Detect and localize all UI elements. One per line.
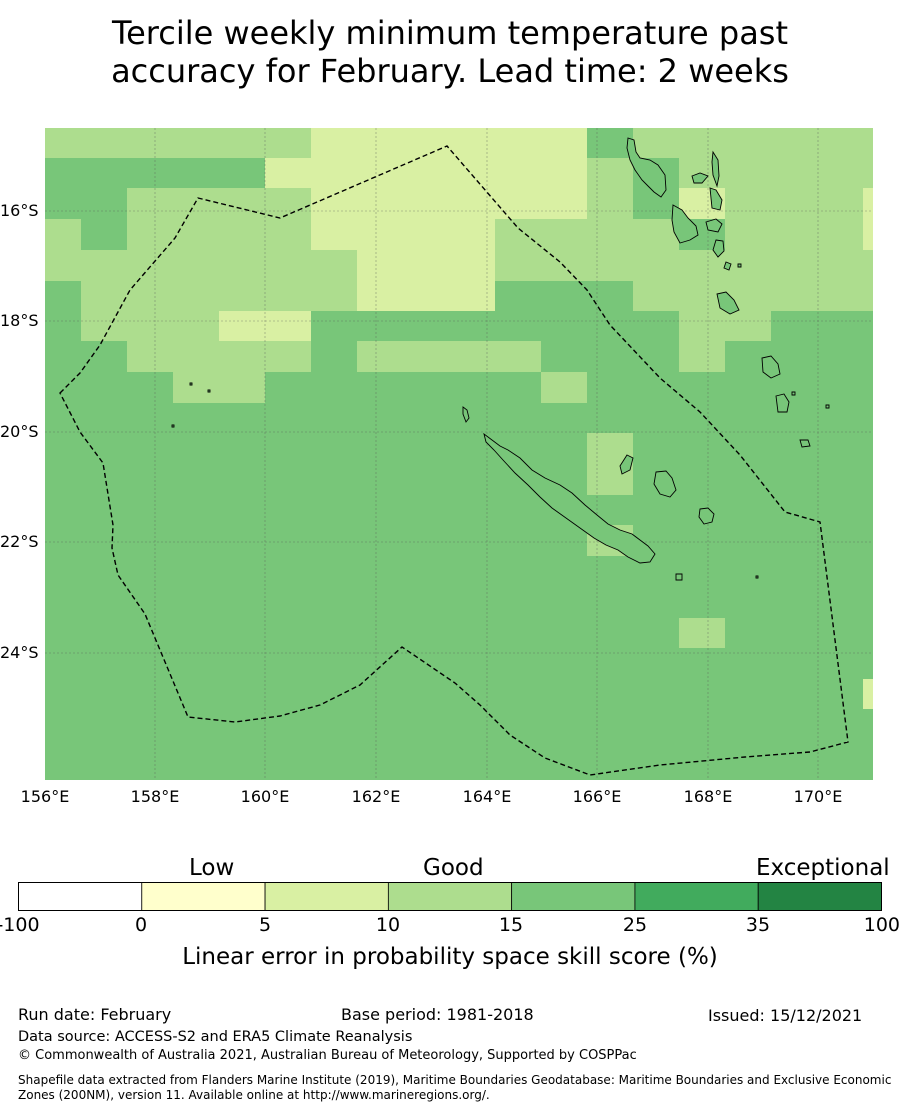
base-period: Base period: 1981-2018 <box>341 1005 534 1024</box>
colorbar-swatch <box>141 882 266 911</box>
data-source: Data source: ACCESS-S2 and ERA5 Climate … <box>18 1029 413 1045</box>
colorbar-swatch <box>264 882 389 911</box>
copyright: © Commonwealth of Australia 2021, Austra… <box>18 1048 637 1063</box>
lon-label: 160°E <box>240 787 290 806</box>
colorbar-label: Linear error in probability space skill … <box>182 944 718 970</box>
colorbar-tick: 5 <box>258 914 272 936</box>
lat-label: 18°S <box>0 311 39 330</box>
colorbar-tick: 35 <box>745 914 771 936</box>
islands <box>171 137 830 581</box>
lon-label: 162°E <box>351 787 401 806</box>
colorbar-swatch <box>511 882 636 911</box>
title-line-1: Tercile weekly minimum temperature past <box>111 14 789 52</box>
lon-label: 158°E <box>130 787 180 806</box>
map-gridlines <box>45 128 873 780</box>
shapefile-note-line2: Zones (200NM), version 11. Available onl… <box>18 1088 490 1102</box>
colorbar-tick: 0 <box>134 914 148 936</box>
lon-label: 168°E <box>683 787 733 806</box>
colorbar-tick: 15 <box>498 914 524 936</box>
colorbar-tick: -100 <box>0 914 40 936</box>
title-line-2: accuracy for February. Lead time: 2 week… <box>111 52 789 90</box>
colorbar-tick: 10 <box>375 914 401 936</box>
skill-cells-very-good <box>45 128 725 372</box>
colorbar-category-good: Good <box>423 855 484 881</box>
colorbar <box>18 882 882 911</box>
colorbar-category-low: Low <box>189 855 235 881</box>
chart-title: Tercile weekly minimum temperature past … <box>0 14 900 90</box>
colorbar-swatch <box>387 882 513 911</box>
lon-label: 170°E <box>793 787 843 806</box>
colorbar-swatch <box>18 882 143 911</box>
colorbar-swatches <box>18 882 882 911</box>
lon-label: 164°E <box>462 787 512 806</box>
shapefile-note-line1: Shapefile data extracted from Flanders M… <box>18 1073 892 1087</box>
colorbar-swatch <box>757 882 882 911</box>
lat-label: 22°S <box>0 532 39 551</box>
colorbar-tick: 100 <box>863 914 900 936</box>
espiritu-santo-island <box>626 137 667 198</box>
colorbar-tick: 25 <box>622 914 648 936</box>
new-caledonia-island <box>483 432 656 564</box>
lat-label: 24°S <box>0 643 39 662</box>
lon-label: 156°E <box>20 787 70 806</box>
run-date: Run date: February <box>18 1005 172 1024</box>
lat-label: 16°S <box>0 201 39 220</box>
colorbar-swatch <box>634 882 759 911</box>
eez-boundary <box>59 145 849 776</box>
colorbar-category-exceptional: Exceptional <box>756 855 890 881</box>
lat-label: 20°S <box>0 422 39 441</box>
issued-date: Issued: 15/12/2021 <box>708 1006 863 1025</box>
lon-label: 166°E <box>572 787 622 806</box>
